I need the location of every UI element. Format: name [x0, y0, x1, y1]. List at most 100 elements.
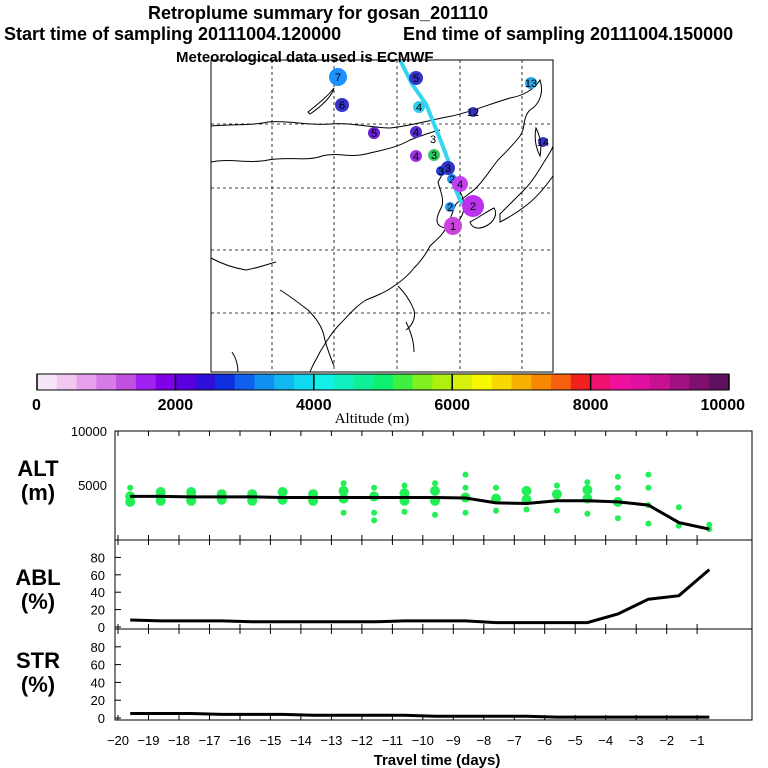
alt-tick-10000: 10000	[71, 424, 107, 439]
marker-label: 5	[413, 73, 419, 85]
colorbar-cell	[195, 374, 216, 390]
particle-point	[551, 489, 562, 500]
marker-dot	[410, 150, 422, 162]
particle-point	[462, 471, 469, 478]
x-tick-label: −5	[568, 733, 583, 748]
colorbar-cell	[274, 374, 295, 390]
y-tick-label: 0	[98, 711, 105, 726]
colorbar-cell	[214, 374, 236, 390]
particle-point	[584, 510, 591, 517]
y-tick-label: 0	[98, 620, 105, 635]
x-tick-label: −14	[290, 733, 312, 748]
particle-point	[675, 504, 682, 511]
colorbar-tick-label: 10000	[701, 397, 746, 414]
str-panel: STR (%) 80 60 40 20 0	[16, 628, 753, 726]
abl-unit-label: (%)	[21, 589, 55, 614]
x-tick-label: −16	[229, 733, 251, 748]
trajectory-marker: 4	[452, 176, 468, 192]
abl-y-ticks: 80 60 40 20 0	[91, 550, 121, 635]
particle-point	[340, 480, 347, 487]
x-tick-label: −1	[690, 733, 705, 748]
x-tick-label: −7	[507, 733, 522, 748]
particle-point	[399, 488, 410, 499]
particle-point	[127, 484, 134, 491]
particle-point	[645, 484, 652, 491]
colorbar-cell	[491, 374, 512, 390]
marker-label: 1	[450, 221, 456, 233]
colorbar-cell	[135, 374, 156, 390]
x-axis-tick-marks	[117, 431, 698, 720]
particle-point	[125, 496, 136, 507]
x-tick-label: −4	[598, 733, 613, 748]
x-tick-label: −17	[198, 733, 220, 748]
marker-dot	[410, 126, 422, 138]
colorbar-cell	[452, 374, 473, 390]
particle-point	[432, 511, 438, 518]
colorbar-dividers	[36, 374, 730, 390]
x-tick-label: −9	[446, 733, 461, 748]
x-tick-label: −8	[476, 733, 491, 748]
marker-label: 7	[335, 72, 341, 84]
map-coastlines	[210, 78, 554, 373]
particle-point	[553, 482, 560, 489]
colorbar-cell	[76, 374, 97, 390]
particle-point	[493, 484, 499, 491]
colorbar-cell	[689, 374, 710, 390]
x-tick-label: −6	[537, 733, 552, 748]
x-tick-label: −19	[137, 733, 159, 748]
alt-tick-5000: 5000	[78, 478, 107, 493]
colorbar-cell	[313, 374, 334, 390]
chart-title: Retroplume summary for gosan_201110	[148, 3, 489, 23]
marker-dot	[452, 176, 468, 192]
str-panel-frame	[114, 628, 753, 721]
particle-point	[371, 517, 378, 524]
marker-dot	[335, 98, 349, 112]
colorbar-cell	[96, 374, 117, 390]
marker-dot	[445, 202, 455, 212]
marker-label: 3	[431, 150, 437, 162]
particle-point	[432, 480, 438, 487]
colorbar-cell	[669, 374, 690, 390]
trajectory-marker: 3	[436, 166, 446, 178]
colorbar-cell	[630, 374, 651, 390]
marker-label: 6	[339, 100, 345, 112]
colorbar-tick-label: 6000	[434, 397, 470, 414]
marker-label: 2	[447, 202, 453, 214]
marker-dot	[525, 77, 537, 89]
alt-median-line	[130, 494, 710, 531]
marker-dot	[444, 217, 462, 235]
particle-point	[521, 485, 532, 496]
trajectory-marker: 3	[430, 134, 436, 146]
map-frame	[210, 59, 554, 373]
y-tick-label: 20	[91, 693, 105, 708]
colorbar-cell	[234, 374, 255, 390]
alt-panel: ALT (m) 10000 5000	[17, 424, 753, 541]
marker-label: 4	[413, 151, 419, 163]
marker-dot	[329, 68, 347, 86]
x-tick-label: −10	[412, 733, 434, 748]
y-tick-label: 40	[91, 675, 105, 690]
trajectory-marker: 7	[329, 68, 347, 86]
end-time-label: End time of sampling 20111004.150000	[403, 24, 734, 44]
abl-label: ABL	[15, 565, 60, 590]
marker-label: 4	[457, 179, 463, 191]
travel-time-axis: −20 −19 −18 −17 −16 −15 −14 −13 −12 −11 −10 −9 −8 −7−…	[107, 431, 705, 768]
map-gridlines	[211, 60, 553, 372]
met-data-label: Meteorological data used is ECMWF	[176, 49, 434, 66]
particle-point	[645, 520, 652, 527]
particle-point	[401, 508, 408, 515]
particle-point	[523, 506, 530, 513]
trajectory-marker: 4	[410, 150, 422, 163]
colorbar-cell	[373, 374, 394, 390]
abl-panel-frame	[114, 539, 753, 630]
marker-dot	[428, 149, 440, 161]
colorbar-tick-labels: 0 2000 4000 6000 8000 10000	[32, 397, 745, 414]
colorbar-cell	[37, 374, 58, 390]
abl-panel: ABL (%) 80 60 40 20 0	[15, 539, 753, 635]
particle-point	[584, 479, 591, 486]
colorbar-cell	[649, 374, 670, 390]
marker-dot	[462, 195, 484, 217]
particle-point	[645, 471, 652, 478]
